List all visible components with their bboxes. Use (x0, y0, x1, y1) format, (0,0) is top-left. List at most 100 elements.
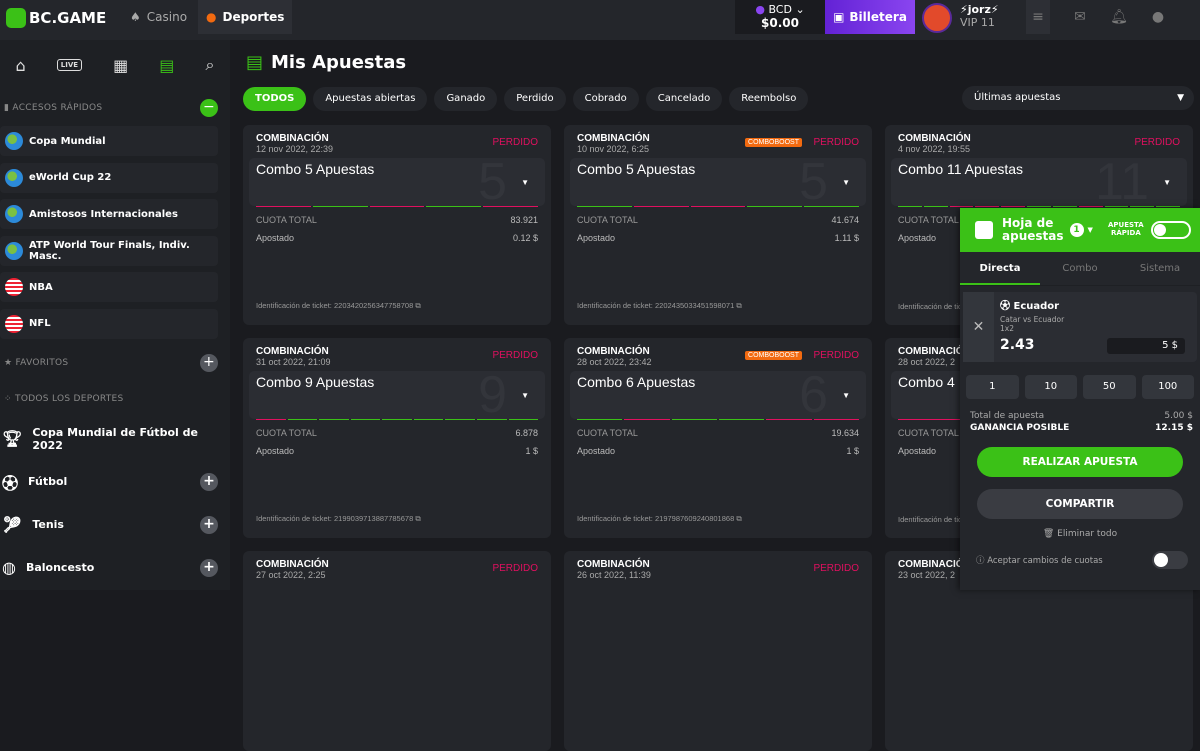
user-info[interactable]: ⚡jorz⚡ VIP 11 (960, 3, 999, 29)
card-row: Apostado 1 $ (577, 446, 859, 456)
combo-summary[interactable]: 11 Combo 11 Apuestas ▼ (891, 158, 1187, 206)
caret-down-icon: ▼ (521, 178, 529, 187)
add-favorite-button[interactable]: + (200, 354, 218, 372)
live-icon[interactable]: LIVE (56, 59, 83, 71)
quick-access-item[interactable]: Amistosos Internacionales (0, 199, 218, 229)
filter-chip[interactable]: Ganado (434, 87, 498, 111)
nav-casino[interactable]: ♠ Casino (130, 10, 188, 24)
quick-bet-toggle[interactable] (1151, 221, 1191, 239)
sport-item[interactable]: ◍ Baloncesto + (0, 546, 230, 589)
share-button[interactable]: COMPARTIR (977, 489, 1183, 519)
leg-won (718, 418, 765, 420)
stake-input[interactable]: 5 $ (1107, 338, 1185, 354)
mail-icon[interactable]: ✉ (1074, 9, 1086, 25)
quick-amount-button[interactable]: 100 (1141, 375, 1194, 399)
filter-chip[interactable]: Cobrado (572, 87, 639, 111)
close-icon[interactable]: ✕ (963, 292, 994, 362)
quick-access-item[interactable]: NBA (0, 272, 218, 302)
leg-status-bar (256, 418, 539, 420)
accept-odds-toggle[interactable] (1152, 551, 1188, 569)
leg-status-bar (577, 418, 859, 420)
ticket-id: Identificación de ticket: 22024350334515… (577, 301, 742, 310)
globe-icon (5, 132, 23, 150)
leg-lost (624, 418, 670, 420)
lightning-icon (1154, 224, 1166, 236)
combo-summary[interactable]: 5 Combo 5 Apuestas ▼ (249, 158, 545, 206)
bet-card[interactable]: COMBINACIÓN 12 nov 2022, 22:39 PERDIDO 5 Com… (243, 125, 551, 325)
sport-item[interactable]: 🎾︎ Tenis + (0, 503, 230, 546)
logo[interactable]: BC.GAME (6, 8, 106, 28)
my-bets-icon[interactable]: ▤ (159, 55, 175, 75)
bet-card[interactable]: COMBINACIÓN 26 oct 2022, 11:39 PERDIDO (564, 551, 872, 751)
quick-amount-button[interactable]: 10 (1024, 375, 1077, 399)
leg-status-bar (256, 205, 538, 207)
logo-icon (6, 8, 26, 28)
quick-amount-button[interactable]: 1 (966, 375, 1019, 399)
delete-all-button[interactable]: 🗑︎ Eliminar todo (1042, 529, 1118, 539)
place-bet-button[interactable]: REALIZAR APUESTA (977, 447, 1183, 477)
quick-access-item[interactable]: eWorld Cup 22 (0, 162, 218, 193)
quick-access-item[interactable]: ATP World Tour Finals, Indiv. Masc. (0, 235, 218, 266)
card-row: CUOTA TOTAL (898, 428, 959, 438)
expand-button[interactable]: + (200, 472, 218, 491)
menu-list-icon[interactable]: ≡ (1026, 0, 1050, 34)
leg-lost (256, 418, 286, 420)
bell-icon[interactable]: 🔔︎ (1110, 9, 1128, 25)
quick-access-item[interactable]: NFL (0, 308, 218, 339)
filter-chip[interactable]: Perdido (504, 87, 566, 111)
copy-icon[interactable]: ⧉ (413, 514, 421, 523)
leg-won (1156, 205, 1180, 207)
sport-item[interactable]: ⚽︎ Fútbol + (0, 460, 230, 503)
card-row: CUOTA TOTAL 19.634 (577, 428, 859, 438)
copy-icon[interactable]: ⧉ (734, 514, 742, 523)
sort-select[interactable]: Últimas apuestas ▼ (962, 86, 1194, 110)
home-icon[interactable]: ⌂ (15, 55, 26, 75)
my-bets-icon: ▤ (246, 52, 264, 73)
expand-button[interactable]: + (200, 558, 218, 577)
copy-icon[interactable]: ⧉ (734, 301, 742, 310)
combo-summary[interactable]: 6 Combo 6 Apuestas ▼ (570, 371, 866, 419)
calendar-icon[interactable]: ▦ (113, 55, 129, 75)
card-row: CUOTA TOTAL 83.921 (256, 215, 538, 225)
tab-combo[interactable]: Combo (1062, 263, 1098, 274)
collapse-button[interactable]: − (200, 99, 218, 117)
wallet-button[interactable]: ▣ Billetera (825, 0, 915, 34)
betslip-header[interactable]: Hoja de apuestas 1 ▼ APUESTA RÁPIDA (960, 208, 1200, 252)
grid-icon: ⁘ TODOS LOS DEPORTES (4, 394, 124, 404)
bet-card[interactable]: COMBINACIÓN 27 oct 2022, 2:25 PERDIDO (243, 551, 551, 751)
leg-lost (766, 418, 812, 420)
leg-lost (369, 205, 425, 207)
us-flag-icon (5, 278, 23, 296)
bet-card[interactable]: COMBINACIÓN 31 oct 2022, 21:09 PERDIDO 9 Com… (243, 338, 551, 538)
leg-won (476, 418, 507, 420)
quick-access-item[interactable]: Copa Mundial (0, 126, 218, 156)
search-icon[interactable]: ⌕ (205, 55, 215, 74)
leg-won (577, 205, 632, 207)
leg-won (319, 418, 349, 420)
card-row: CUOTA TOTAL 6.878 (256, 428, 538, 438)
combo-summary[interactable]: 5 Combo 5 Apuestas ▼ (570, 158, 866, 206)
filter-chip[interactable]: Apuestas abiertas (313, 87, 428, 111)
filter-chip[interactable]: Cancelado (645, 87, 723, 111)
status-badge: PERDIDO (492, 563, 538, 574)
bet-card[interactable]: COMBINACIÓN 28 oct 2022, 23:42 PERDIDO COMB… (564, 338, 872, 538)
sport-item[interactable]: 🏆︎ Copa Mundial de Fútbol de 2022 (2, 425, 198, 452)
leg-lost (633, 205, 689, 207)
expand-button[interactable]: + (200, 515, 218, 534)
chat-icon[interactable]: ● (1151, 9, 1165, 25)
quick-amount-button[interactable]: 50 (1083, 375, 1136, 399)
casino-icon: ♠ (130, 10, 141, 24)
combo-summary[interactable]: 9 Combo 9 Apuestas ▼ (249, 371, 545, 419)
bet-card[interactable]: COMBINACIÓN 10 nov 2022, 6:25 PERDIDO COMBO… (564, 125, 872, 325)
caret-down-icon: ▼ (521, 391, 529, 400)
caret-down-icon: ▼ (842, 391, 850, 400)
filter-chip[interactable]: TODOS (243, 87, 307, 111)
nav-deportes[interactable]: ● Deportes (198, 0, 293, 34)
soccer-ball-icon: ⚽︎ (1000, 301, 1010, 312)
balance-selector[interactable]: ● BCD ⌄ $0.00 (735, 0, 825, 34)
copy-icon[interactable]: ⧉ (413, 301, 421, 310)
avatar[interactable] (922, 3, 952, 33)
tab-sistema[interactable]: Sistema (1139, 263, 1181, 274)
filter-chip[interactable]: Reembolso (729, 87, 809, 111)
tab-directa[interactable]: Directa (960, 252, 1040, 285)
